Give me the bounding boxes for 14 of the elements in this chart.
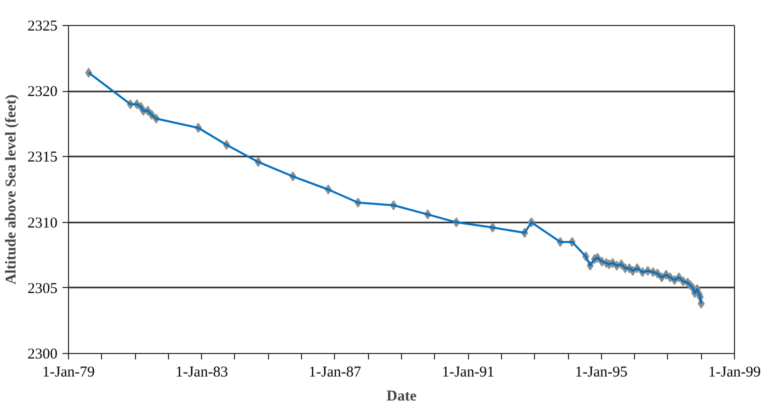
x-tick-label: 1-Jan-95 xyxy=(575,364,628,380)
x-axis-title: Date xyxy=(386,388,417,404)
y-tick-label: 2325 xyxy=(28,18,58,34)
y-tick-label: 2300 xyxy=(28,346,58,362)
x-tick-label: 1-Jan-83 xyxy=(175,364,228,380)
x-tick-label: 1-Jan-87 xyxy=(308,364,362,380)
y-tick-label: 2310 xyxy=(28,215,58,232)
y-tick-label: 2305 xyxy=(28,280,58,297)
x-tick-label: 1-Jan-99 xyxy=(708,364,761,380)
x-tick-label: 1-Jan-79 xyxy=(42,364,95,380)
x-tick-label: 1-Jan-91 xyxy=(442,364,494,380)
y-tick-label: 2320 xyxy=(28,84,58,100)
y-tick-label: 2315 xyxy=(28,150,58,166)
y-axis-title: Altitude above Sea level (feet) xyxy=(4,94,20,284)
